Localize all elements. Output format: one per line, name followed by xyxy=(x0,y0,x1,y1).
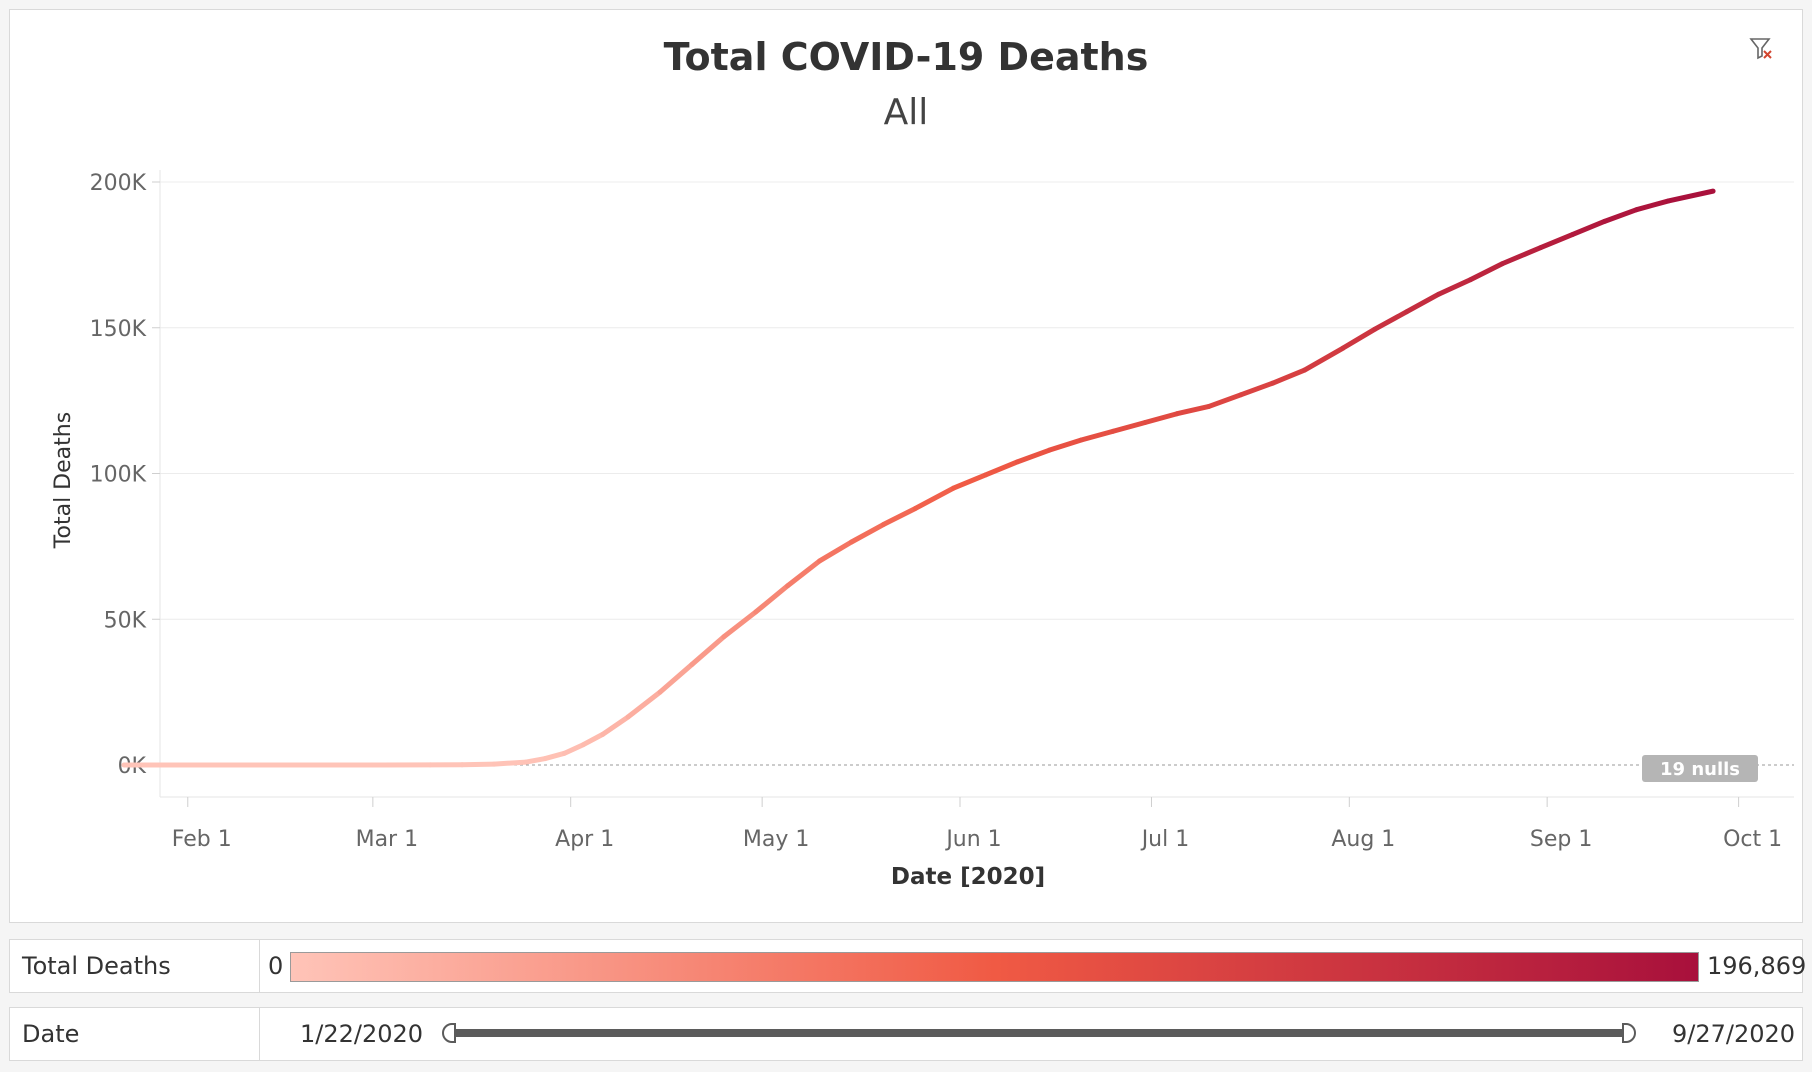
x-tick-label: Aug 1 xyxy=(1331,827,1395,852)
line-segment[interactable] xyxy=(625,689,663,720)
line-segment[interactable] xyxy=(753,583,791,615)
line-segment[interactable] xyxy=(1014,447,1052,465)
x-tick-label: May 1 xyxy=(743,827,809,852)
line-segment[interactable] xyxy=(1174,403,1212,417)
color-legend-label: Total Deaths xyxy=(10,940,260,992)
line-segment[interactable] xyxy=(1142,411,1180,425)
line-segment[interactable] xyxy=(817,539,855,564)
line-segment[interactable] xyxy=(1238,380,1276,398)
line-segment[interactable] xyxy=(459,761,497,768)
line-segment[interactable] xyxy=(912,485,957,511)
line-segment[interactable] xyxy=(1634,198,1671,213)
line-segment[interactable] xyxy=(1110,419,1148,434)
line-segment[interactable] xyxy=(1499,245,1544,267)
line-segment[interactable] xyxy=(1602,207,1640,224)
line-segment[interactable] xyxy=(721,609,759,640)
x-tick-label: Sep 1 xyxy=(1530,827,1592,852)
color-legend-row: Total Deaths 0 196,869 xyxy=(9,939,1807,993)
line-segment[interactable] xyxy=(561,742,586,756)
chart-panel: Total COVID-19 Deaths All Total Deaths D… xyxy=(9,9,1803,923)
line-segment[interactable] xyxy=(523,756,548,765)
y-tick-label: 100K xyxy=(90,463,147,488)
x-tick-label: Jun 1 xyxy=(944,827,1001,852)
x-tick-label: Mar 1 xyxy=(356,827,419,852)
line-segment[interactable] xyxy=(1665,188,1716,204)
line-segment[interactable] xyxy=(1570,218,1608,237)
date-filter-start[interactable]: 1/22/2020 xyxy=(300,1020,424,1048)
filter-clear-icon[interactable] xyxy=(1748,36,1774,62)
line-segment[interactable] xyxy=(542,750,567,762)
date-range-start-handle[interactable] xyxy=(442,1023,456,1043)
date-filter-row: Date 1/22/2020 9/27/2020 xyxy=(9,1007,1803,1061)
line-segment[interactable] xyxy=(1340,326,1378,351)
line-segment[interactable] xyxy=(849,522,886,545)
line-chart[interactable]: Total COVID-19 Deaths All Total Deaths D… xyxy=(10,10,1804,924)
line-segment[interactable] xyxy=(657,661,695,695)
line-segment[interactable] xyxy=(785,558,823,589)
x-tick-label: Feb 1 xyxy=(172,827,232,852)
line-segment[interactable] xyxy=(1538,231,1576,251)
x-axis-label: Date [2020] xyxy=(891,864,1045,890)
y-axis-label: Total Deaths xyxy=(51,412,76,549)
x-tick-label: Jul 1 xyxy=(1140,827,1190,852)
line-segment[interactable] xyxy=(1270,367,1308,386)
line-segment[interactable] xyxy=(1206,392,1244,409)
x-tick-label: Apr 1 xyxy=(555,827,614,852)
x-tick-label: Oct 1 xyxy=(1723,827,1782,852)
color-legend-min: 0 xyxy=(268,952,284,980)
line-segment[interactable] xyxy=(1468,261,1505,283)
line-segment[interactable] xyxy=(1078,428,1116,443)
date-filter-end[interactable]: 9/27/2020 xyxy=(1672,1020,1796,1048)
line-segment[interactable] xyxy=(600,714,631,737)
y-tick-label: 200K xyxy=(90,171,147,196)
y-tick-label: 50K xyxy=(104,608,147,633)
line-segment[interactable] xyxy=(1436,277,1474,297)
line-segment[interactable] xyxy=(880,505,918,528)
line-segment[interactable] xyxy=(580,731,606,748)
line-segment[interactable] xyxy=(689,634,727,667)
line-segment[interactable] xyxy=(1302,345,1346,373)
line-segment[interactable] xyxy=(1404,291,1442,315)
null-indicator-badge[interactable]: 19 nulls xyxy=(1642,755,1758,782)
color-ramp xyxy=(290,952,1699,982)
chart-subtitle: All xyxy=(884,92,929,133)
line-segment[interactable] xyxy=(1046,437,1084,453)
null-indicator-text: 19 nulls xyxy=(1660,759,1740,780)
line-segment[interactable] xyxy=(983,459,1020,478)
chart-title: Total COVID-19 Deaths xyxy=(664,35,1149,79)
date-filter-label: Date xyxy=(10,1008,260,1060)
date-range-slider-track[interactable] xyxy=(450,1029,1628,1037)
line-segment[interactable] xyxy=(1372,309,1410,332)
y-tick-label: 150K xyxy=(90,317,147,342)
date-range-end-handle[interactable] xyxy=(1622,1023,1636,1043)
line-segment[interactable] xyxy=(491,759,529,767)
color-legend-max: 196,869 xyxy=(1707,952,1807,980)
line-segment[interactable] xyxy=(951,472,989,491)
